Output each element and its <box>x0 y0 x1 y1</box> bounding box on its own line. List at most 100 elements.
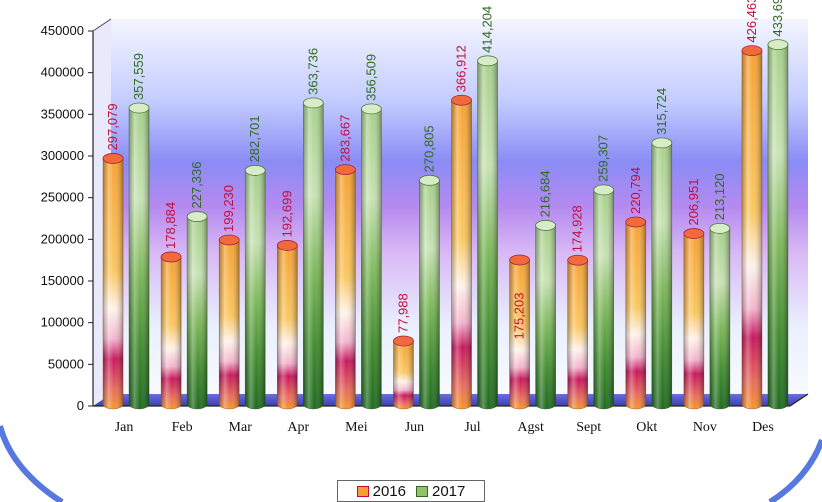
data-label-2017-Nov: 213,120 <box>712 173 727 220</box>
bar-outline <box>567 259 589 410</box>
legend-item-2017: 2017 <box>416 483 465 500</box>
bar-top <box>625 216 647 228</box>
bar-outline <box>128 107 150 410</box>
x-tick-label: Mar <box>229 420 253 435</box>
bar-2016-Mar <box>218 234 240 410</box>
bars <box>102 39 789 410</box>
bar-top <box>567 254 589 266</box>
bar-outline <box>477 60 498 410</box>
data-label-2016-Jun: 77,988 <box>395 293 410 333</box>
bar-shade <box>593 189 614 409</box>
y-tick-label: 450000 <box>41 23 84 38</box>
bar-shade <box>245 170 266 410</box>
bar-2016-Jul <box>451 94 472 410</box>
bar-outline <box>709 228 731 410</box>
data-label-2017-Sept: 259,307 <box>596 135 611 182</box>
bar-shade <box>361 108 382 409</box>
x-tick-label: Sept <box>576 420 601 435</box>
data-label-2017-Mei: 356,509 <box>363 54 378 101</box>
legend-swatch-2017 <box>416 485 428 497</box>
bar-2017-Agst <box>535 220 557 410</box>
legend-item-2016: 2016 <box>356 482 406 500</box>
chart-frame <box>92 18 809 407</box>
data-label-2016-Sept: 174,928 <box>570 205 585 252</box>
bar-2017-Sept <box>593 184 615 410</box>
x-tick-label: Des <box>752 420 774 435</box>
corner-arc-right <box>768 438 822 502</box>
bar-shade <box>535 225 556 409</box>
bar-top <box>419 174 440 186</box>
data-label-2017-Jan: 357,559 <box>131 53 146 100</box>
legend-label-2017: 2017 <box>432 482 466 500</box>
bar-top <box>535 220 557 231</box>
x-tick-label: Agst <box>517 420 544 435</box>
data-label-2017-Agst: 216,684 <box>538 170 553 217</box>
bar-outline <box>244 170 266 410</box>
bar-shade <box>393 341 414 409</box>
bar-2016-Nov <box>683 228 705 410</box>
x-tick-label: Nov <box>693 420 717 435</box>
bar-outline <box>419 180 440 410</box>
x-tick-label: Okt <box>636 420 657 435</box>
x-tick-label: Jun <box>405 420 424 435</box>
bar-outline <box>335 169 356 410</box>
bar-shade <box>625 222 646 409</box>
bar-shade <box>187 216 208 409</box>
bar-top <box>651 137 673 149</box>
data-label-2016-Jan: 297,079 <box>105 103 120 150</box>
x-tick-label: Apr <box>287 420 309 435</box>
bar-shade <box>277 245 298 409</box>
bar-2016-Jun <box>393 335 414 410</box>
data-label-2017-Apr: 363,736 <box>305 48 320 95</box>
bar-outline <box>160 256 182 410</box>
data-label-2016-Jul: 366,912 <box>454 45 469 92</box>
data-label-2017-Des: 433,693 <box>770 0 785 37</box>
data-label-2017-Mar: 282,701 <box>247 115 262 162</box>
bar-top <box>741 45 763 57</box>
bar-shade <box>103 158 124 409</box>
bar-shade <box>509 259 530 409</box>
bar-top <box>244 165 266 176</box>
bar-2017-Feb <box>186 211 208 410</box>
y-tick-label: 200000 <box>41 231 84 246</box>
legend-label-2016: 2016 <box>372 482 406 500</box>
bar-2016-Feb <box>160 251 182 410</box>
bar-shade <box>219 239 240 409</box>
bar-shade <box>683 233 704 409</box>
bar-outline <box>361 108 382 410</box>
bar-2016-Des <box>741 45 763 410</box>
bar-top <box>393 335 414 347</box>
x-tick-label: Mei <box>345 420 368 435</box>
data-label-2017-Okt: 315,724 <box>654 88 669 135</box>
data-label-2016-Des: 426,463 <box>744 0 759 43</box>
y-tick-label: 350000 <box>41 106 84 121</box>
bar-outline <box>535 225 556 410</box>
legend: 2016 2017 <box>337 480 485 502</box>
bar-top <box>593 184 615 196</box>
data-label-2016-Agst: 175,203 <box>512 292 527 339</box>
data-label-2016-Feb: 178,884 <box>163 202 178 249</box>
bar-outline <box>186 216 208 410</box>
bar-outline <box>625 221 647 410</box>
y-tick-label: 400000 <box>41 65 84 80</box>
bar-top <box>451 94 472 106</box>
corner-arc-left <box>0 425 64 502</box>
bar-outline <box>276 245 298 410</box>
bar-top <box>767 39 789 50</box>
bar-shade <box>741 50 762 409</box>
data-label-2017-Jun: 270,805 <box>421 125 436 172</box>
bar-outline <box>218 239 240 410</box>
bar-2017-Nov <box>709 222 731 410</box>
y-axis: 0 50000 100000 150000 200000 250000 300000 3500… <box>41 23 93 413</box>
bar-outline <box>393 340 414 410</box>
bar-outline <box>451 99 472 410</box>
wall-edge-line <box>92 18 112 32</box>
y-tick-label: 100000 <box>41 315 84 330</box>
bar-shade <box>161 256 182 409</box>
data-label-2017-Feb: 227,336 <box>189 162 204 209</box>
bar-top <box>102 153 124 164</box>
bar-outline <box>767 44 789 410</box>
bar-shade <box>129 108 150 409</box>
bar-shade <box>651 142 672 409</box>
bar-2016-Jan <box>102 153 124 410</box>
